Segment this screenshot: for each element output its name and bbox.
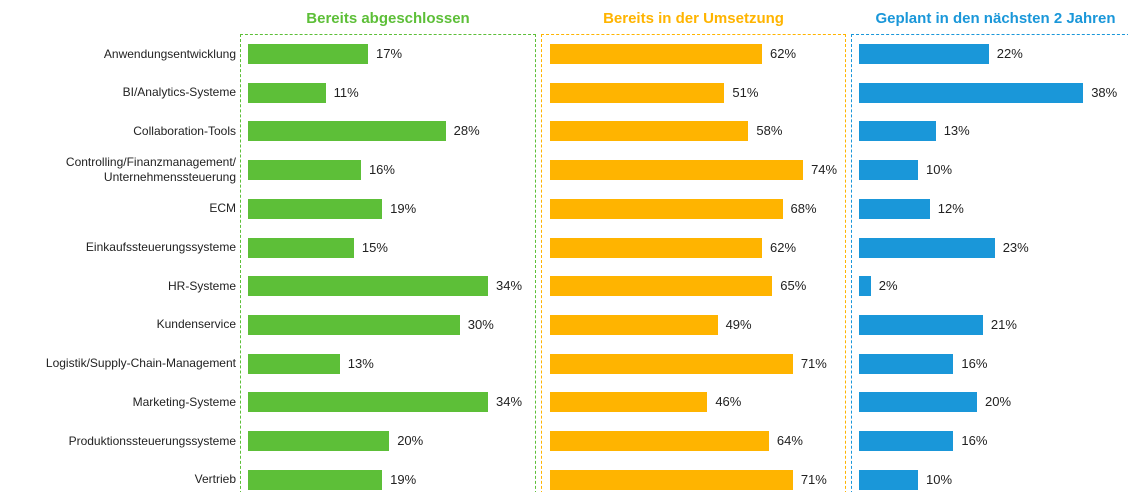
bar xyxy=(859,160,918,181)
bar xyxy=(248,198,383,219)
value-label: 23% xyxy=(1002,239,1029,255)
category-label: Marketing-Systeme xyxy=(132,394,236,409)
value-label: 30% xyxy=(467,316,494,332)
value-label: 62% xyxy=(770,46,797,61)
bar xyxy=(248,469,383,490)
bar xyxy=(248,314,460,335)
bar xyxy=(859,431,954,451)
category-label: Kundenservice xyxy=(156,317,236,332)
value-label: 16% xyxy=(961,433,988,448)
bar xyxy=(550,121,749,142)
value-label: 62% xyxy=(770,239,797,255)
value-label: 11% xyxy=(333,84,359,100)
bar xyxy=(550,276,773,297)
bar xyxy=(550,314,718,335)
value-label: 46% xyxy=(715,394,742,410)
bar xyxy=(859,392,977,413)
bar xyxy=(859,237,995,258)
value-label: 15% xyxy=(361,239,388,255)
bar xyxy=(859,469,918,490)
bar xyxy=(859,353,954,374)
value-label: 68% xyxy=(790,200,817,216)
category-label: ECM xyxy=(209,201,236,216)
value-label: 38% xyxy=(1091,84,1118,100)
bar xyxy=(550,198,783,219)
category-label: HR-Systeme xyxy=(167,278,236,293)
bar xyxy=(248,44,369,64)
category-label: Einkaufssteuerungssysteme xyxy=(85,240,236,254)
value-label: 19% xyxy=(390,471,417,487)
value-label: 49% xyxy=(725,316,752,332)
category-label: Logistik/Supply-Chain-Management xyxy=(45,356,236,371)
value-label: 16% xyxy=(368,162,395,178)
value-label: 10% xyxy=(926,471,953,487)
bar xyxy=(859,121,936,142)
category-label: BI/Analytics-Systeme xyxy=(122,85,236,100)
bar xyxy=(550,44,763,64)
bar xyxy=(859,314,983,335)
bar xyxy=(550,160,804,181)
category-label: Collaboration-Tools xyxy=(133,123,236,138)
bar xyxy=(248,392,489,413)
value-label: 13% xyxy=(347,355,374,371)
panel-frame xyxy=(240,34,536,492)
panel-frame xyxy=(541,34,846,492)
value-label: 74% xyxy=(811,162,838,178)
bar xyxy=(550,353,793,374)
value-label: 10% xyxy=(926,162,953,178)
value-label: 65% xyxy=(780,278,807,294)
panel-frame xyxy=(851,34,1128,492)
category-label: Anwendungsentwicklung xyxy=(103,46,236,61)
value-label: 20% xyxy=(397,433,424,448)
panel-title: Bereits in der Umsetzung xyxy=(603,10,784,27)
value-label: 22% xyxy=(996,46,1023,61)
value-label: 28% xyxy=(453,123,480,139)
value-label: 58% xyxy=(756,123,783,139)
bar xyxy=(248,121,446,142)
bar xyxy=(550,237,763,258)
value-label: 51% xyxy=(732,84,759,100)
bar xyxy=(550,82,725,103)
bar xyxy=(550,392,708,413)
bar xyxy=(859,82,1084,103)
value-label: 19% xyxy=(390,200,417,216)
bar xyxy=(859,276,871,297)
bar xyxy=(859,44,989,64)
bar xyxy=(550,431,769,451)
category-label: Controlling/Finanzmanagement/ Unternehme… xyxy=(65,155,236,185)
panel-title: Bereits abgeschlossen xyxy=(306,10,470,27)
bar xyxy=(248,276,489,297)
value-label: 2% xyxy=(878,278,898,294)
value-label: 34% xyxy=(496,278,523,294)
bar xyxy=(248,431,390,451)
bar xyxy=(248,353,340,374)
bar xyxy=(248,160,361,181)
bar xyxy=(859,198,930,219)
value-label: 71% xyxy=(800,355,827,371)
value-label: 64% xyxy=(776,433,803,448)
bar xyxy=(248,82,326,103)
value-label: 71% xyxy=(800,471,827,487)
value-label: 17% xyxy=(376,46,403,61)
category-label: Vertrieb xyxy=(194,472,236,487)
value-label: 21% xyxy=(990,316,1017,332)
value-label: 16% xyxy=(961,355,988,371)
value-label: 13% xyxy=(943,123,970,139)
value-label: 12% xyxy=(937,200,964,216)
bar xyxy=(248,237,354,258)
panel-title: Geplant in den nächsten 2 Jahren xyxy=(875,10,1116,27)
value-label: 34% xyxy=(496,394,523,410)
category-label: Produktionssteuerungssysteme xyxy=(68,433,236,448)
value-label: 20% xyxy=(985,394,1012,410)
bar xyxy=(550,469,793,490)
